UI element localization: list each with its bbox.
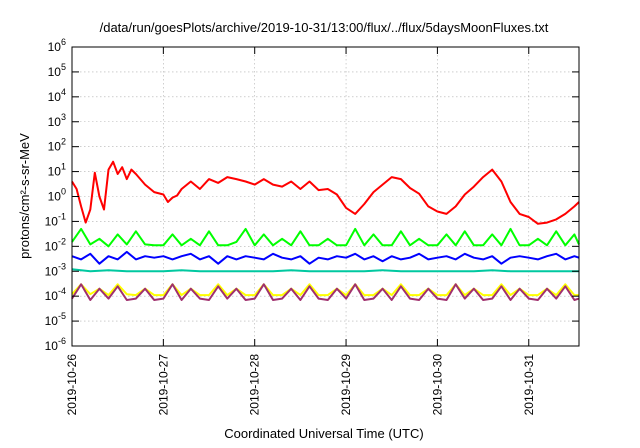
x-tick-label: 2019-10-30 [430,354,444,416]
y-tick-label: 101 [48,162,66,179]
x-axis-label: Coordinated Universal Time (UTC) [224,426,423,441]
y-tick-label: 106 [48,37,66,54]
chart-title: /data/run/goesPlots/archive/2019-10-31/1… [100,20,549,35]
ticks [71,46,579,347]
y-axis-label: protons/cm²-s-sr-MeV [17,133,32,259]
x-tick-label: 2019-10-31 [522,354,536,416]
grid [72,47,579,346]
x-tick-label: 2019-10-29 [339,354,353,416]
x-tick-label: 2019-10-27 [156,354,170,416]
y-axis-label-text: protons/cm²-s-sr-MeV [17,133,32,259]
y-tick-label: 10-2 [45,236,66,253]
y-tick-label: 103 [48,112,66,129]
series-line-5 [71,283,580,301]
x-tick-label: 2019-10-26 [65,354,79,416]
y-tick-label: 10-3 [45,261,66,278]
y-tick-label: 10-6 [45,336,66,353]
series-line-0 [71,160,580,225]
y-tick-labels: 10-6 10-5 10-4 10-3 10-2 10-1 100 101 102 103 104 1… [45,37,66,353]
series-line-2 [71,250,580,265]
y-tick-label: 100 [48,187,66,204]
y-tick-label: 10-1 [45,211,66,228]
series-line-3 [71,268,579,273]
x-tick-labels: 2019-10-26 2019-10-27 2019-10-28 2019-10-29… [65,354,536,416]
series-line-1 [71,227,580,248]
y-tick-label: 104 [48,87,66,104]
y-tick-label: 105 [48,62,66,79]
series-layer [71,160,580,301]
y-tick-label: 10-5 [45,311,66,328]
series-line-4 [71,283,579,297]
y-tick-label: 10-4 [45,286,66,303]
y-tick-label: 102 [48,137,66,154]
x-tick-label: 2019-10-28 [248,354,262,416]
